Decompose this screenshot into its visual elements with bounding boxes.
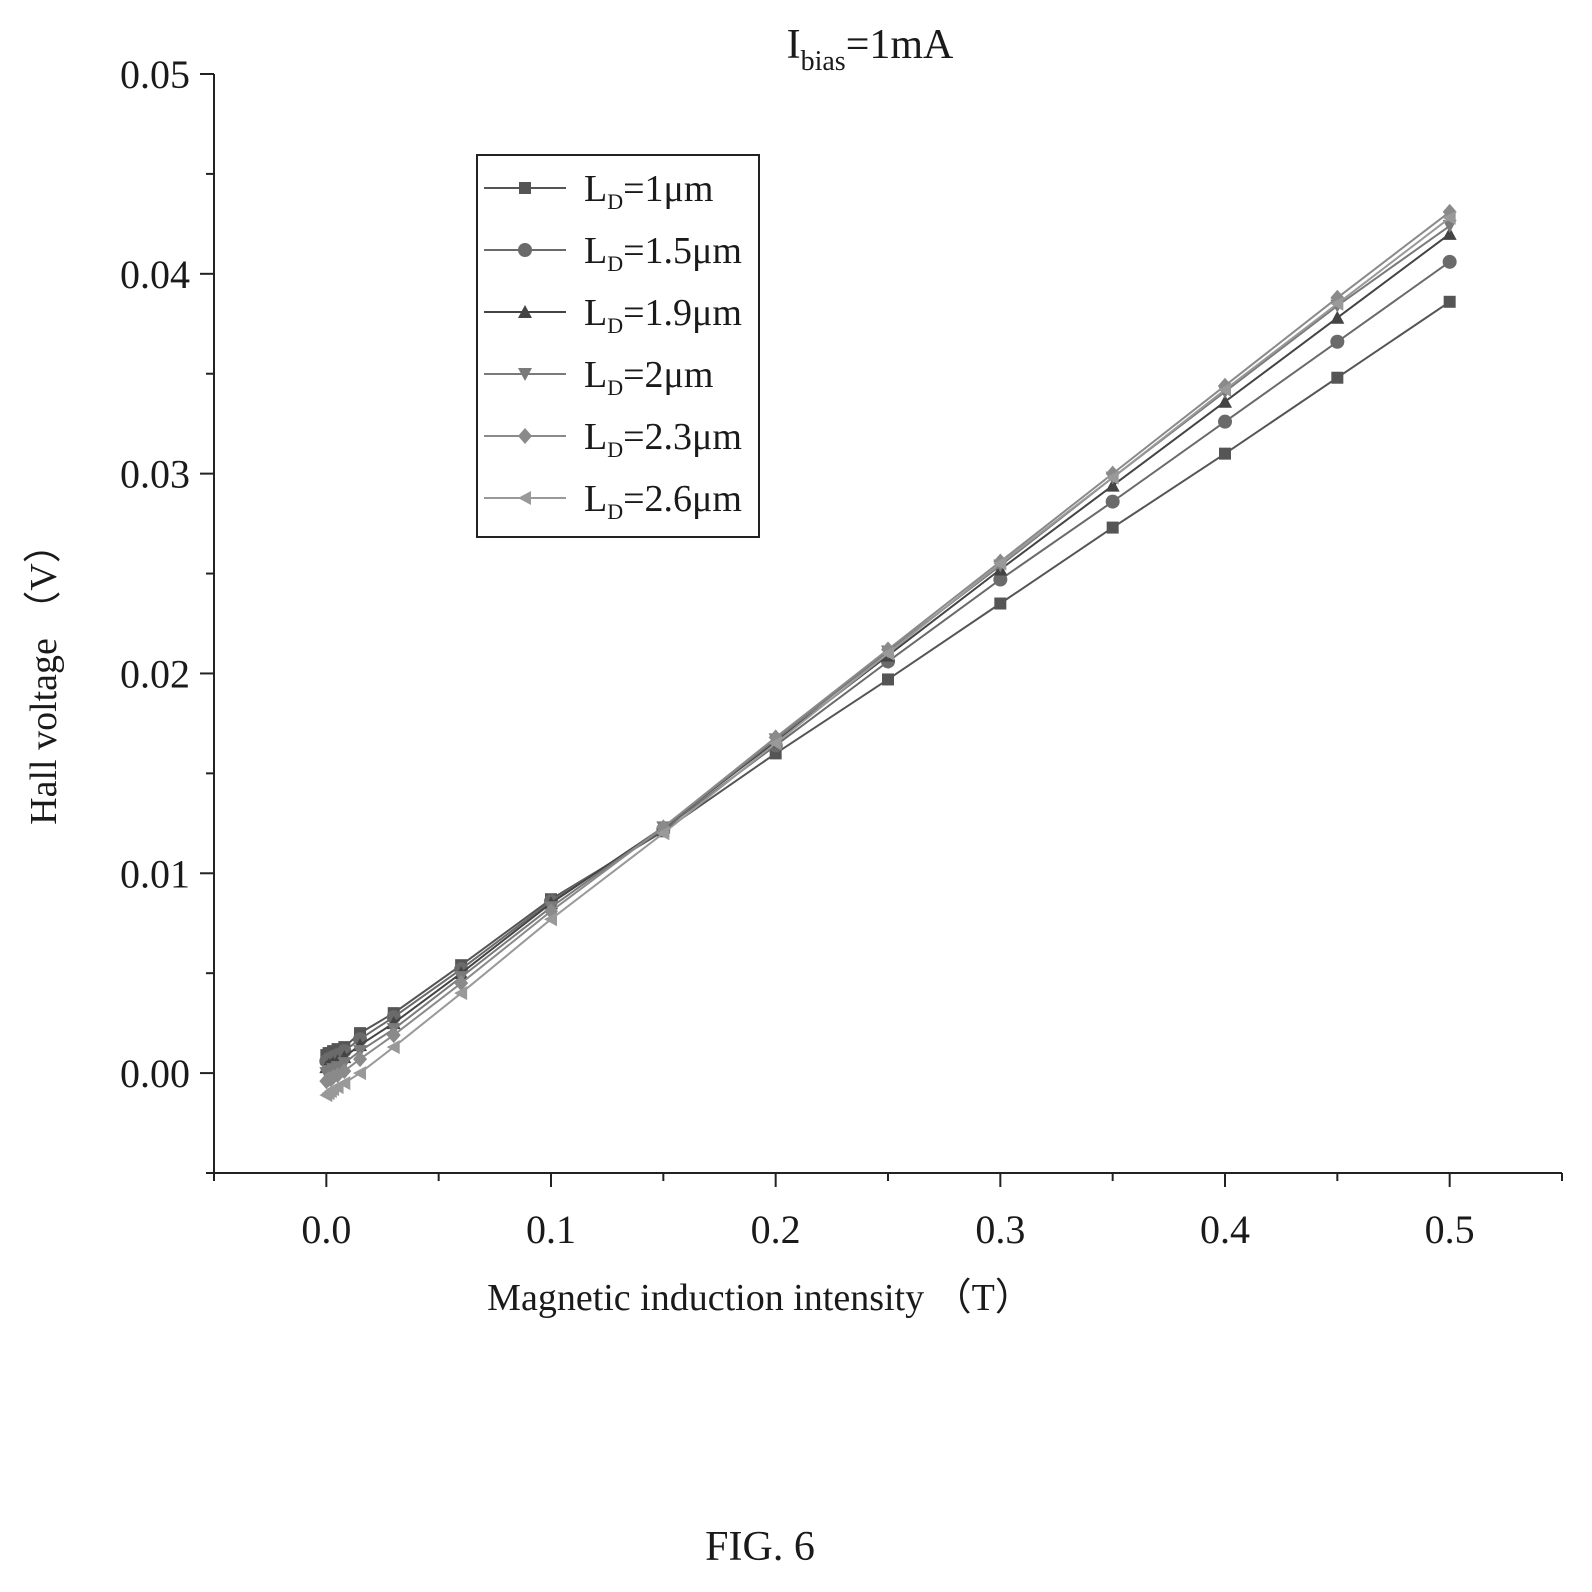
legend-box — [476, 154, 760, 538]
data-point — [454, 986, 468, 1001]
x-axis-ticks: 0.0 0.1 0.2 0.3 0.4 0.5 — [213, 1173, 1563, 1252]
data-point — [1442, 254, 1457, 269]
data-point — [1105, 478, 1120, 492]
data-point — [993, 556, 1007, 571]
y-axis-title: Hall voltage （V） — [23, 525, 65, 825]
legend-marker — [518, 491, 531, 505]
series-6 — [319, 210, 1456, 1103]
legend-entry: LD=1μm — [484, 168, 713, 214]
x-tick-label: 0.4 — [1200, 1207, 1250, 1252]
x-tick-label: 0.0 — [301, 1207, 351, 1252]
data-point — [337, 1076, 351, 1091]
data-point — [1219, 447, 1231, 460]
data-point — [656, 826, 670, 841]
chart-title-subscript: bias — [801, 46, 846, 77]
y-axis-ticks: 0.00 0.01 0.02 0.03 0.04 0.05 — [120, 52, 214, 1174]
legend-entry: LD=2μm — [484, 354, 713, 400]
data-point — [1106, 521, 1119, 534]
data-point — [1331, 371, 1344, 384]
legend-label: LD=1μm — [584, 168, 713, 214]
chart-title-main: I — [787, 22, 801, 68]
data-point — [882, 673, 894, 686]
data-point — [454, 975, 469, 992]
data-point — [353, 1051, 368, 1068]
data-point — [1443, 295, 1456, 308]
chart-title: Ibias=1mA — [787, 22, 954, 77]
legend-label: LD=1.5μm — [584, 230, 742, 276]
data-point — [544, 912, 557, 927]
y-tick-label: 0.01 — [120, 851, 190, 896]
x-tick-label: 0.3 — [975, 1207, 1025, 1252]
data-point — [1218, 394, 1232, 408]
y-tick-label: 0.00 — [120, 1051, 190, 1096]
legend-marker — [518, 368, 532, 381]
legend-entry: LD=2.3μm — [484, 416, 742, 462]
data-point — [1442, 226, 1457, 240]
data-point — [1218, 414, 1232, 429]
data-point — [994, 597, 1007, 610]
data-point — [1330, 334, 1345, 349]
y-tick-label: 0.05 — [120, 52, 190, 97]
data-point — [386, 1040, 400, 1055]
legend-label: LD=2.6μm — [584, 478, 742, 524]
data-point — [1330, 310, 1345, 324]
data-point — [768, 736, 782, 751]
legend-entry: LD=1.9μm — [484, 292, 742, 338]
legend-marker — [518, 243, 532, 257]
data-point — [1442, 210, 1456, 225]
legend-label: LD=1.9μm — [584, 292, 742, 338]
x-tick-label: 0.2 — [751, 1207, 801, 1252]
x-tick-label: 0.1 — [526, 1207, 576, 1252]
legend-marker — [519, 182, 531, 194]
y-tick-label: 0.04 — [120, 252, 190, 297]
legend-label: LD=2μm — [584, 354, 713, 400]
series-layer — [319, 203, 1457, 1103]
legend-items: LD=1μm LD=1.5μm LD=1.9μm LD=2μm LD=2.3μm LD=2… — [484, 168, 742, 524]
data-point — [337, 1063, 352, 1080]
y-tick-label: 0.03 — [120, 452, 190, 497]
data-point — [993, 572, 1008, 587]
legend: LD=1μm LD=1.5μm LD=1.9μm LD=2μm LD=2.3μm LD=2… — [476, 154, 760, 538]
data-point — [1218, 382, 1231, 397]
x-tick-label: 0.5 — [1425, 1207, 1475, 1252]
legend-entry: LD=2.6μm — [484, 478, 742, 524]
data-point — [1105, 470, 1119, 485]
y-tick-label: 0.02 — [120, 651, 190, 696]
legend-marker — [518, 428, 532, 444]
x-axis-title: Magnetic induction intensity （T） — [487, 1277, 1033, 1319]
legend-label: LD=2.3μm — [584, 416, 742, 462]
data-point — [353, 1066, 367, 1081]
figure-caption: FIG. 6 — [705, 1524, 815, 1570]
chart-title-tail: =1mA — [846, 22, 954, 68]
data-point — [1105, 494, 1120, 509]
data-point — [1330, 296, 1344, 311]
data-point — [881, 646, 894, 661]
legend-marker — [518, 305, 532, 318]
data-point — [386, 1027, 401, 1044]
legend-entry: LD=1.5μm — [484, 230, 742, 276]
